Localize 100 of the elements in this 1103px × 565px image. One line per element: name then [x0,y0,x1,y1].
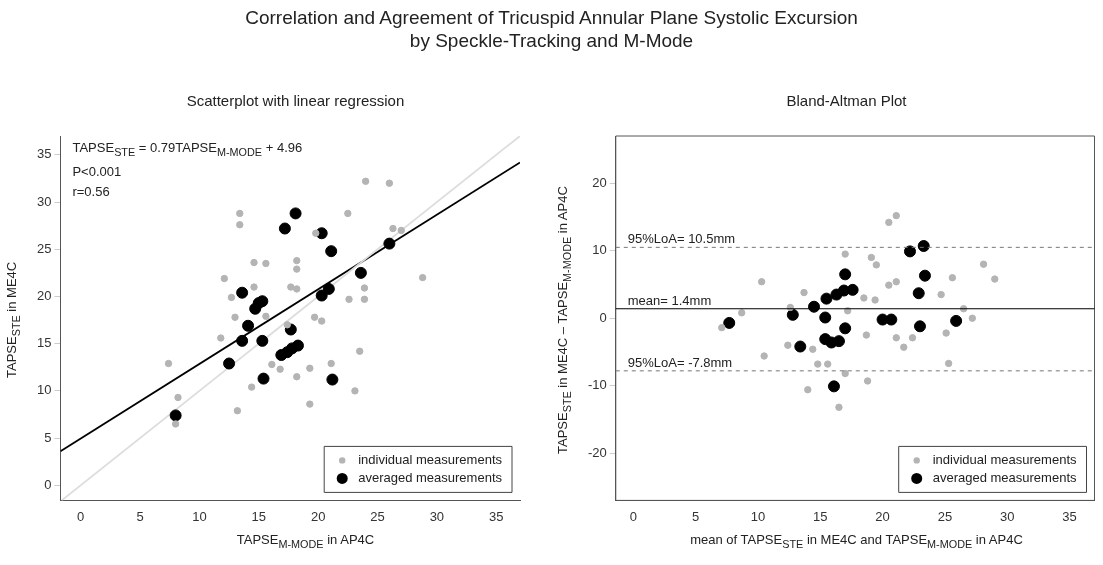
point [327,359,335,368]
point [839,268,852,281]
point [256,295,269,308]
annotation: TAPSE$_{STE}$ = 0.79TAPSE$_{M-MODE}$ + 4.96 [72,140,303,158]
point [841,369,849,378]
x-tick-label: 0 [629,508,637,524]
point [784,341,792,349]
point [885,281,893,289]
point [276,365,284,373]
point [814,360,822,368]
x-tick-label: 5 [136,508,144,524]
point [164,359,173,368]
point [262,312,270,321]
ref-line-label: 95%LoA= -7.8mm [627,354,733,370]
point [860,294,868,302]
point [968,314,977,322]
point [312,229,320,237]
point [917,240,930,252]
y-tick-label: 10 [36,382,52,398]
point [283,321,291,329]
point [892,278,900,286]
point [233,407,242,415]
point [322,282,335,295]
point [306,400,314,408]
x-tick-label: 20 [310,508,326,524]
point [247,383,256,391]
point [236,286,249,299]
point [757,278,766,286]
x-tick-label: 15 [251,508,266,524]
point [356,347,364,355]
y-tick-label: 35 [36,146,52,162]
chart-subtitle: Scatterplot with linear regression [185,92,406,109]
chart-subtitle: Bland-Altman Plot [785,92,908,109]
point [268,360,276,369]
point [361,177,370,186]
point [345,295,353,304]
point [383,237,396,250]
point [351,387,359,395]
y-tick-label: 0 [44,476,52,492]
point [892,334,900,342]
point [885,313,898,326]
y-tick-label: 10 [592,242,607,258]
point [220,274,229,283]
point [257,372,270,385]
y-tick-label: 20 [592,174,607,190]
point [904,245,916,258]
point [913,320,926,333]
point [804,386,812,394]
point [325,245,338,258]
ref-line-label: mean= 1.4mm [627,292,712,308]
point [289,207,302,220]
x-tick-label: 0 [77,508,85,524]
point [912,287,925,300]
point [354,266,367,279]
point [326,373,339,386]
x-tick-label: 35 [489,508,504,524]
point [236,334,249,347]
point [174,393,182,402]
y-tick-label: -20 [587,444,607,460]
x-tick-label: 35 [1062,508,1077,524]
x-tick-label: 10 [750,508,766,524]
x-tick-label: 25 [370,508,385,524]
point [293,285,301,293]
point [820,292,833,305]
point [236,221,244,229]
point [950,314,963,327]
point [885,218,893,227]
point [310,313,319,321]
y-tick-label: -10 [587,377,607,393]
point [718,323,726,332]
point [360,295,369,304]
point [250,283,258,291]
point [824,360,832,368]
point [738,309,746,317]
legend-label: individual measurements [932,451,1077,467]
x-tick-label: 5 [691,508,700,524]
point [944,359,953,368]
annotation: P<0.001 [72,163,122,179]
point [918,269,931,282]
point [800,288,808,297]
point [871,296,879,304]
x-tick-label: 20 [875,508,890,524]
x-tick-label: 25 [937,508,953,524]
point [389,224,397,233]
point [344,209,352,218]
point [892,211,900,220]
point [908,334,917,342]
point [942,329,950,337]
point [256,334,269,347]
point [278,222,291,235]
point [808,300,821,313]
point [839,322,852,335]
point [794,340,807,353]
point [360,284,369,292]
point [872,261,881,269]
point [217,334,225,342]
x-tick-label: 30 [1000,508,1015,524]
point [862,331,871,339]
point [819,311,832,324]
ref-line-label: 95%LoA= 10.5mm [627,231,736,247]
